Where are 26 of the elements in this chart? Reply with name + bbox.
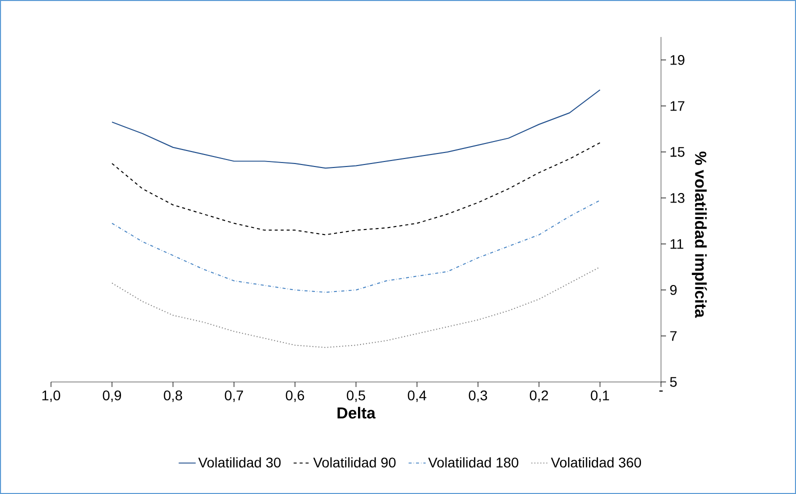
y-tick-label: 5 — [670, 377, 677, 387]
legend-label: Volatilidad 30 — [198, 457, 281, 468]
y-tick-label: 19 — [670, 55, 684, 65]
x-tick-label: 0,8 — [164, 390, 182, 402]
x-tick-label: 0,4 — [408, 390, 426, 402]
x-tick-label: 0,1 — [590, 390, 610, 402]
x-axis-title: Delta — [338, 406, 376, 419]
y-tick-label: 17 — [670, 101, 684, 111]
y-tick-label: 15 — [670, 147, 684, 157]
y-tick-label: 13 — [670, 193, 684, 203]
line-series — [112, 142, 601, 236]
y-tick-label: 7 — [670, 331, 677, 341]
y-tick-label: 9 — [670, 285, 677, 295]
x-tick-label: - — [659, 390, 663, 392]
x-tick-label: 0,5 — [346, 390, 366, 402]
legend-label: Volatilidad 90 — [313, 457, 396, 468]
legend-label: Volatilidad 180 — [428, 457, 518, 468]
x-tick-label: 1,0 — [42, 390, 60, 402]
x-tick-label: 0,7 — [224, 390, 243, 402]
legend-label: Volatilidad 360 — [550, 457, 642, 468]
x-tick-label: 0,9 — [102, 390, 122, 402]
x-tick-label: 0,2 — [530, 390, 548, 402]
y-axis-title: % volatilidad implícita — [692, 152, 707, 318]
x-tick-label: 0,3 — [468, 390, 488, 402]
y-tick-label: 11 — [670, 239, 684, 249]
x-tick-label: 0,6 — [286, 390, 304, 402]
